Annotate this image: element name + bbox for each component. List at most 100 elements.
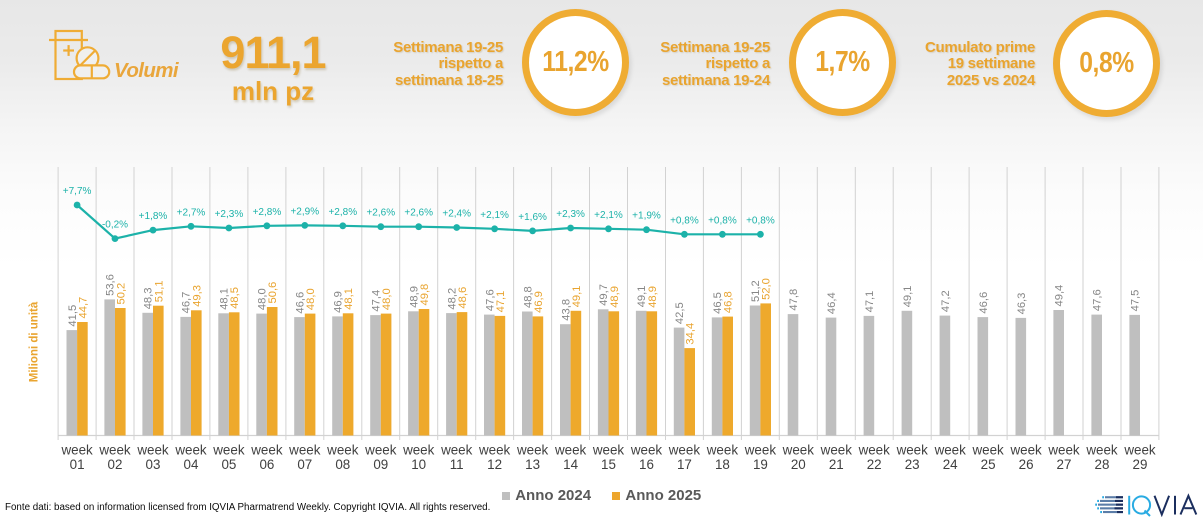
svg-text:week: week	[136, 443, 169, 458]
svg-text:09: 09	[373, 457, 388, 472]
svg-text:46,5: 46,5	[712, 292, 724, 314]
svg-text:48,9: 48,9	[647, 286, 659, 308]
svg-text:14: 14	[563, 457, 578, 472]
svg-text:week: week	[630, 443, 663, 458]
svg-text:week: week	[971, 443, 1004, 458]
svg-text:03: 03	[146, 457, 161, 472]
svg-text:week: week	[98, 443, 131, 458]
svg-text:10: 10	[411, 457, 426, 472]
svg-text:week: week	[288, 443, 321, 458]
svg-text:08: 08	[335, 457, 350, 472]
svg-text:25: 25	[981, 457, 996, 472]
svg-text:week: week	[744, 443, 777, 458]
svg-text:week: week	[896, 443, 929, 458]
svg-text:week: week	[820, 443, 853, 458]
svg-text:week: week	[934, 443, 967, 458]
svg-text:week: week	[516, 443, 549, 458]
svg-text:47,8: 47,8	[788, 289, 800, 311]
svg-text:48,5: 48,5	[229, 287, 241, 309]
svg-text:+2,3%: +2,3%	[556, 209, 585, 220]
svg-text:46,9: 46,9	[333, 291, 345, 313]
svg-text:46,9: 46,9	[533, 291, 545, 313]
svg-text:22: 22	[867, 457, 882, 472]
svg-text:+0,8%: +0,8%	[708, 215, 737, 226]
svg-text:+2,8%: +2,8%	[328, 207, 357, 218]
svg-text:49,8: 49,8	[419, 284, 431, 306]
svg-text:29: 29	[1133, 457, 1148, 472]
svg-text:week: week	[174, 443, 207, 458]
svg-text:+2,6%: +2,6%	[366, 208, 395, 219]
svg-text:+1,6%: +1,6%	[518, 212, 547, 223]
svg-text:47,2: 47,2	[940, 290, 952, 312]
svg-text:week: week	[706, 443, 739, 458]
svg-text:48,1: 48,1	[219, 288, 231, 310]
svg-text:01: 01	[70, 457, 85, 472]
svg-text:week: week	[440, 443, 473, 458]
svg-text:+7,7%: +7,7%	[63, 186, 92, 197]
svg-text:+1,9%: +1,9%	[632, 211, 661, 222]
svg-text:34,4: 34,4	[685, 323, 697, 345]
svg-text:43,8: 43,8	[560, 299, 572, 321]
svg-text:+0,8%: +0,8%	[746, 215, 775, 226]
svg-text:11: 11	[450, 457, 464, 472]
svg-text:24: 24	[943, 457, 958, 472]
svg-text:51,1: 51,1	[153, 280, 165, 302]
svg-text:46,6: 46,6	[978, 292, 990, 314]
svg-text:21: 21	[829, 457, 844, 472]
svg-text:26: 26	[1019, 457, 1034, 472]
svg-text:02: 02	[108, 457, 123, 472]
svg-text:04: 04	[184, 457, 199, 472]
svg-text:week: week	[668, 443, 701, 458]
svg-text:48,2: 48,2	[446, 288, 458, 310]
svg-text:49,4: 49,4	[1054, 285, 1066, 307]
svg-text:05: 05	[221, 457, 236, 472]
svg-text:+1,8%: +1,8%	[139, 211, 168, 222]
svg-text:27: 27	[1057, 457, 1072, 472]
svg-text:50,2: 50,2	[115, 283, 127, 305]
svg-text:47,6: 47,6	[1092, 289, 1104, 311]
svg-text:52,0: 52,0	[761, 278, 773, 300]
svg-text:week: week	[1047, 443, 1080, 458]
svg-text:13: 13	[525, 457, 540, 472]
svg-text:+2,6%: +2,6%	[404, 208, 433, 219]
svg-text:week: week	[250, 443, 283, 458]
svg-text:49,3: 49,3	[191, 285, 203, 307]
svg-text:+2,3%: +2,3%	[215, 209, 244, 220]
svg-text:16: 16	[639, 457, 654, 472]
svg-text:Milioni di unità: Milioni di unità	[29, 301, 41, 382]
svg-text:49,7: 49,7	[598, 284, 610, 306]
svg-text:49,1: 49,1	[571, 286, 583, 308]
svg-text:44,7: 44,7	[77, 297, 89, 319]
svg-text:week: week	[592, 443, 625, 458]
svg-text:+2,1%: +2,1%	[480, 210, 509, 221]
svg-text:46,4: 46,4	[826, 292, 838, 314]
svg-text:48,9: 48,9	[408, 286, 420, 308]
svg-text:42,5: 42,5	[674, 302, 686, 324]
svg-text:week: week	[554, 443, 587, 458]
svg-text:week: week	[212, 443, 245, 458]
svg-text:49,1: 49,1	[636, 286, 648, 308]
svg-text:23: 23	[905, 457, 920, 472]
svg-text:47,4: 47,4	[371, 290, 383, 312]
svg-text:48,3: 48,3	[143, 288, 155, 310]
svg-text:50,6: 50,6	[267, 282, 279, 304]
svg-text:46,3: 46,3	[1016, 293, 1028, 315]
svg-text:19: 19	[753, 457, 768, 472]
svg-text:week: week	[782, 443, 815, 458]
svg-text:47,5: 47,5	[1130, 290, 1142, 312]
svg-text:week: week	[326, 443, 359, 458]
svg-text:47,1: 47,1	[864, 291, 876, 313]
svg-text:47,6: 47,6	[484, 289, 496, 311]
svg-text:53,6: 53,6	[105, 274, 117, 296]
svg-text:48,0: 48,0	[305, 288, 317, 310]
svg-text:48,9: 48,9	[609, 286, 621, 308]
svg-text:12: 12	[487, 457, 502, 472]
svg-text:18: 18	[715, 457, 730, 472]
svg-text:+2,1%: +2,1%	[594, 210, 623, 221]
svg-text:48,1: 48,1	[343, 288, 355, 310]
svg-text:46,7: 46,7	[181, 292, 193, 314]
svg-text:week: week	[1123, 443, 1156, 458]
svg-text:49,1: 49,1	[902, 286, 914, 308]
svg-text:week: week	[1009, 443, 1042, 458]
svg-text:20: 20	[791, 457, 806, 472]
